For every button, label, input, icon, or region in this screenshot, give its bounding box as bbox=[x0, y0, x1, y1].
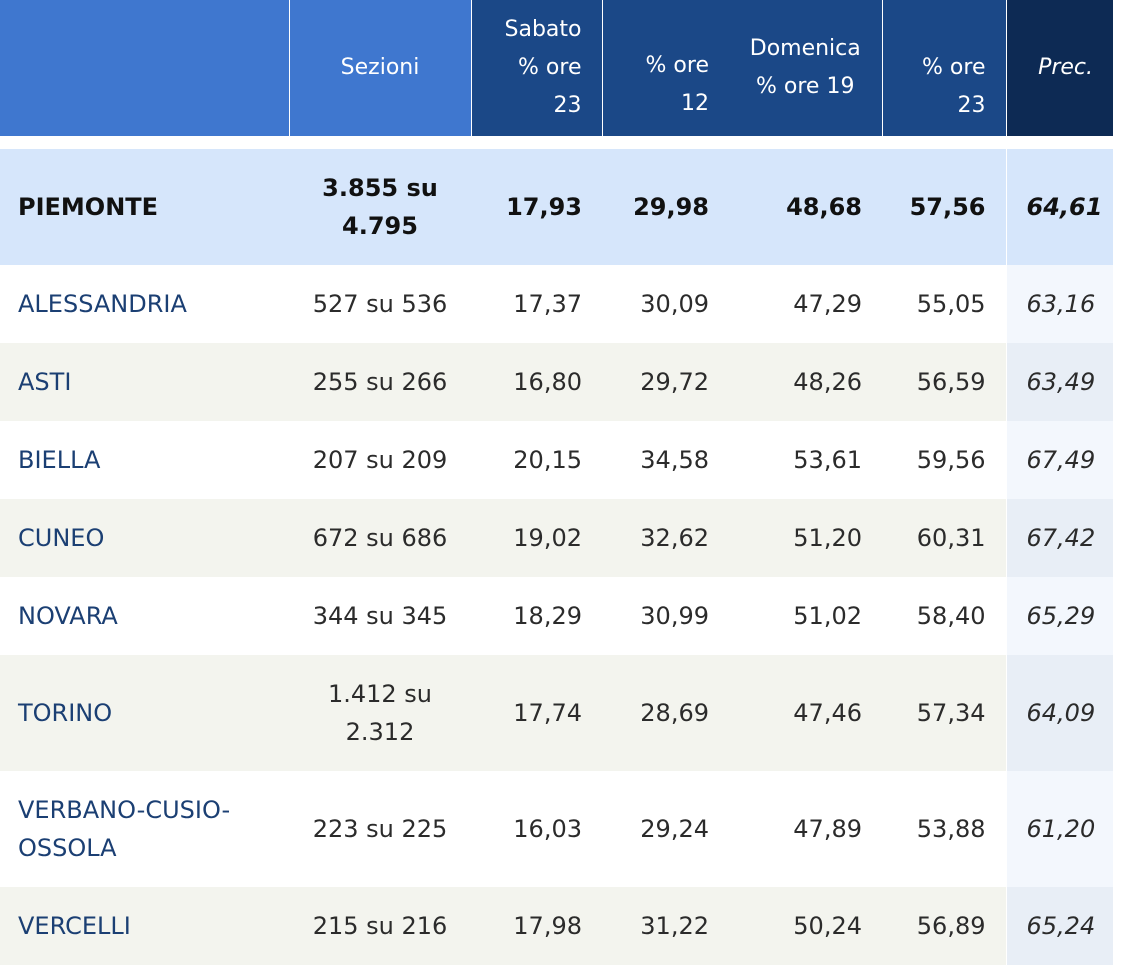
region-name: PIEMONTE bbox=[0, 149, 289, 265]
table-row: ALESSANDRIA 527 su 536 17,37 30,09 47,29 55,0… bbox=[0, 265, 1113, 343]
province-name-link[interactable]: ASTI bbox=[0, 343, 289, 421]
table-row: ASTI 255 su 266 16,80 29,72 48,26 56,59 63,49 bbox=[0, 343, 1113, 421]
domenica-ore12-cell: 34,58 bbox=[602, 421, 729, 499]
header-domenica-ore23: % ore 23 bbox=[882, 0, 1007, 136]
sezioni-cell: 223 su 225 bbox=[289, 771, 471, 887]
domenica-ore12-cell: 30,09 bbox=[602, 265, 729, 343]
table-row: BIELLA 207 su 209 20,15 34,58 53,61 59,56 67,4… bbox=[0, 421, 1113, 499]
domenica-ore23-cell: 53,88 bbox=[882, 771, 1006, 887]
province-name-link[interactable]: CUNEO bbox=[0, 499, 289, 577]
domenica-ore12-cell: 29,24 bbox=[602, 771, 729, 887]
sezioni-cell: 1.412 su 2.312 bbox=[289, 655, 471, 771]
table-row: NOVARA 344 su 345 18,29 30,99 51,02 58,40 65,2… bbox=[0, 577, 1113, 655]
domenica-ore23-cell: 56,89 bbox=[882, 887, 1006, 965]
domenica-ore19-cell: 51,02 bbox=[729, 577, 882, 655]
sabato-ore23-cell: 16,03 bbox=[471, 771, 602, 887]
prec-cell: 65,29 bbox=[1005, 577, 1113, 655]
sezioni-cell: 207 su 209 bbox=[289, 421, 471, 499]
header-ore12-hour-label: 12 bbox=[681, 91, 709, 116]
sabato-ore23-cell: 17,37 bbox=[471, 265, 602, 343]
domenica-ore12-cell: 28,69 bbox=[602, 655, 729, 771]
prec-cell: 63,49 bbox=[1005, 343, 1113, 421]
prec-cell: 65,24 bbox=[1005, 887, 1113, 965]
domenica-ore12-cell: 32,62 bbox=[602, 499, 729, 577]
domenica-ore23-cell: 60,31 bbox=[882, 499, 1006, 577]
domenica-ore19-cell: 53,61 bbox=[729, 421, 882, 499]
prec-cell: 61,20 bbox=[1005, 771, 1113, 887]
header-sabato-hour-label: 23 bbox=[553, 93, 582, 118]
sezioni-cell: 255 su 266 bbox=[289, 343, 471, 421]
turnout-table: Sezioni Sabato % ore 23 % ore 12 Domenic… bbox=[0, 0, 1113, 965]
domenica-ore19-cell: 47,46 bbox=[729, 655, 882, 771]
province-name-link[interactable]: TORINO bbox=[0, 655, 289, 771]
province-name-link[interactable]: ALESSANDRIA bbox=[0, 265, 289, 343]
sezioni-cell: 672 su 686 bbox=[289, 499, 471, 577]
table-row: VERCELLI 215 su 216 17,98 31,22 50,24 56,89 65… bbox=[0, 887, 1113, 965]
domenica-ore23-cell: 57,34 bbox=[882, 655, 1006, 771]
header-gap bbox=[0, 136, 1113, 149]
header-domenica-ore12: % ore 12 bbox=[602, 0, 729, 136]
prec-cell: 67,49 bbox=[1005, 421, 1113, 499]
sezioni-cell: 527 su 536 bbox=[289, 265, 471, 343]
header-ore23-label: % ore bbox=[922, 55, 986, 80]
sabato-ore23-cell: 16,80 bbox=[471, 343, 602, 421]
domenica-ore19-cell: 47,89 bbox=[729, 771, 882, 887]
sabato-ore23-cell: 20,15 bbox=[471, 421, 602, 499]
header-sabato-label: Sabato bbox=[504, 17, 582, 42]
province-name-link[interactable]: VERCELLI bbox=[0, 887, 289, 965]
table-row: TORINO 1.412 su 2.312 17,74 28,69 47,46 57,34… bbox=[0, 655, 1113, 771]
header-sabato-ore23: Sabato % ore 23 bbox=[471, 0, 603, 136]
domenica-ore23-cell: 58,40 bbox=[882, 577, 1006, 655]
table-row: VERBANO-CUSIO-OSSOLA 223 su 225 16,03 29,24… bbox=[0, 771, 1113, 887]
domenica-ore12-cell: 31,22 bbox=[602, 887, 729, 965]
header-prec: Prec. bbox=[1006, 0, 1113, 136]
domenica-ore23-cell: 59,56 bbox=[882, 421, 1006, 499]
province-name-link[interactable]: BIELLA bbox=[0, 421, 289, 499]
sabato-ore23-cell: 17,74 bbox=[471, 655, 602, 771]
domenica-ore12-cell: 29,98 bbox=[602, 149, 729, 265]
province-name-link[interactable]: NOVARA bbox=[0, 577, 289, 655]
header-name bbox=[0, 0, 290, 136]
sabato-ore23-cell: 19,02 bbox=[471, 499, 602, 577]
domenica-ore19-cell: 48,26 bbox=[729, 343, 882, 421]
prec-cell: 63,16 bbox=[1005, 265, 1113, 343]
table-header-row: Sezioni Sabato % ore 23 % ore 12 Domenic… bbox=[0, 0, 1113, 136]
header-sabato-ore-label: % ore bbox=[518, 55, 582, 80]
header-ore12-label: % ore bbox=[645, 53, 709, 78]
domenica-ore23-cell: 55,05 bbox=[882, 265, 1006, 343]
sabato-ore23-cell: 18,29 bbox=[471, 577, 602, 655]
domenica-ore19-cell: 51,20 bbox=[729, 499, 882, 577]
domenica-ore19-cell: 50,24 bbox=[729, 887, 882, 965]
prec-cell: 64,61 bbox=[1005, 149, 1113, 265]
domenica-ore19-cell: 47,29 bbox=[729, 265, 882, 343]
sezioni-cell: 215 su 216 bbox=[289, 887, 471, 965]
prec-cell: 67,42 bbox=[1005, 499, 1113, 577]
header-ore23-hour-label: 23 bbox=[957, 93, 986, 118]
sabato-ore23-cell: 17,93 bbox=[471, 149, 602, 265]
domenica-ore23-cell: 56,59 bbox=[882, 343, 1006, 421]
domenica-ore23-cell: 57,56 bbox=[882, 149, 1006, 265]
province-name-link[interactable]: VERBANO-CUSIO-OSSOLA bbox=[0, 771, 289, 887]
sezioni-cell: 3.855 su 4.795 bbox=[289, 149, 471, 265]
header-ore19-label: % ore 19 bbox=[756, 74, 855, 99]
table-row: CUNEO 672 su 686 19,02 32,62 51,20 60,31 67,42 bbox=[0, 499, 1113, 577]
total-row: PIEMONTE 3.855 su 4.795 17,93 29,98 48,6… bbox=[0, 149, 1113, 265]
sezioni-cell: 344 su 345 bbox=[289, 577, 471, 655]
domenica-ore12-cell: 29,72 bbox=[602, 343, 729, 421]
header-domenica-label: Domenica bbox=[749, 36, 861, 61]
sabato-ore23-cell: 17,98 bbox=[471, 887, 602, 965]
header-sezioni: Sezioni bbox=[289, 0, 472, 136]
domenica-ore12-cell: 30,99 bbox=[602, 577, 729, 655]
prec-cell: 64,09 bbox=[1005, 655, 1113, 771]
domenica-ore19-cell: 48,68 bbox=[729, 149, 882, 265]
header-domenica-ore19: Domenica % ore 19 bbox=[729, 0, 883, 136]
